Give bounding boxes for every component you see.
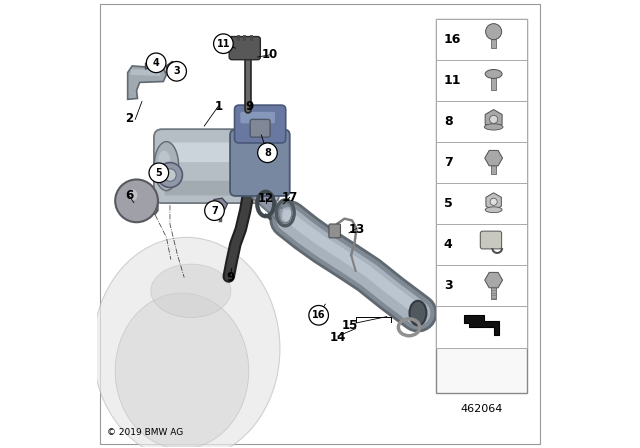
Circle shape: [258, 143, 277, 163]
Text: 3: 3: [444, 279, 452, 292]
Circle shape: [205, 201, 224, 220]
Text: 12: 12: [257, 192, 274, 205]
Bar: [436, 306, 527, 348]
Text: 11: 11: [216, 39, 230, 49]
Ellipse shape: [485, 69, 502, 78]
Circle shape: [149, 163, 168, 183]
FancyBboxPatch shape: [240, 112, 275, 123]
Text: 5: 5: [156, 168, 162, 178]
Text: 4: 4: [444, 238, 452, 251]
Ellipse shape: [261, 145, 281, 187]
Text: 5: 5: [444, 197, 452, 210]
Bar: [492, 279, 496, 299]
Ellipse shape: [151, 264, 231, 318]
Circle shape: [490, 198, 497, 205]
Text: 6: 6: [125, 189, 134, 202]
Text: 11: 11: [444, 74, 461, 87]
Text: 8: 8: [264, 148, 271, 158]
Polygon shape: [166, 61, 175, 73]
Text: 4: 4: [153, 58, 159, 68]
Ellipse shape: [485, 207, 502, 213]
Bar: [492, 158, 496, 174]
Ellipse shape: [157, 151, 171, 177]
FancyBboxPatch shape: [164, 181, 268, 195]
Ellipse shape: [129, 190, 138, 201]
Circle shape: [157, 163, 182, 188]
Ellipse shape: [115, 293, 249, 448]
Circle shape: [167, 61, 186, 81]
Polygon shape: [127, 66, 166, 99]
Text: 9: 9: [226, 271, 234, 284]
Polygon shape: [122, 204, 158, 214]
Text: 7: 7: [211, 206, 218, 215]
Text: 462064: 462064: [460, 404, 502, 414]
Text: 16: 16: [444, 33, 461, 46]
Circle shape: [214, 34, 233, 53]
Text: 17: 17: [282, 191, 298, 204]
FancyBboxPatch shape: [480, 231, 502, 249]
Text: 9: 9: [246, 99, 254, 112]
Text: 2: 2: [125, 112, 134, 125]
Circle shape: [115, 180, 158, 222]
Ellipse shape: [93, 237, 280, 448]
Circle shape: [490, 116, 498, 123]
Ellipse shape: [484, 124, 503, 130]
Bar: [436, 101, 527, 142]
Polygon shape: [131, 69, 161, 76]
Ellipse shape: [410, 301, 426, 325]
Circle shape: [147, 53, 166, 73]
Bar: [436, 224, 527, 265]
Text: 8: 8: [444, 115, 452, 128]
Bar: [436, 142, 527, 183]
Bar: [436, 60, 527, 101]
Bar: [492, 31, 496, 47]
Circle shape: [164, 169, 176, 181]
Text: 13: 13: [348, 223, 365, 236]
FancyBboxPatch shape: [230, 129, 290, 196]
Bar: [436, 19, 527, 60]
Text: © 2019 BMW AG: © 2019 BMW AG: [107, 428, 184, 437]
Text: 14: 14: [330, 331, 346, 344]
Text: 3: 3: [173, 66, 180, 76]
Polygon shape: [145, 56, 160, 69]
Text: 1: 1: [214, 99, 223, 112]
Text: 16: 16: [312, 310, 325, 320]
Circle shape: [309, 306, 328, 325]
FancyBboxPatch shape: [329, 224, 340, 238]
Bar: [436, 265, 527, 306]
Ellipse shape: [154, 142, 179, 190]
FancyBboxPatch shape: [250, 119, 270, 137]
Circle shape: [486, 24, 502, 40]
FancyBboxPatch shape: [154, 129, 279, 203]
Text: 15: 15: [342, 319, 358, 332]
Polygon shape: [463, 314, 499, 335]
FancyBboxPatch shape: [164, 142, 269, 162]
Bar: [436, 19, 527, 393]
FancyBboxPatch shape: [234, 105, 285, 143]
FancyBboxPatch shape: [229, 37, 260, 60]
Polygon shape: [211, 198, 227, 213]
Text: 10: 10: [262, 48, 278, 61]
Text: 7: 7: [444, 156, 452, 169]
Bar: [492, 73, 496, 90]
Bar: [436, 183, 527, 224]
